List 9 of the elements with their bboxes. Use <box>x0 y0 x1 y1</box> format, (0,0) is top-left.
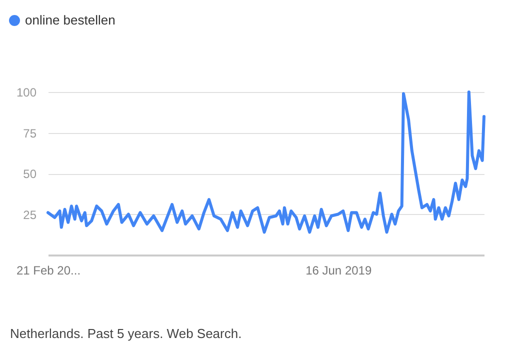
text: Netherlands. Past 5 years. Web Search. <box>10 326 242 341</box>
y-tick-label: 75 <box>23 126 37 140</box>
line-series <box>46 90 486 234</box>
legend-label: online bestellen <box>25 12 116 28</box>
y-tick-label: 100 <box>16 86 37 100</box>
y-tick-label: 50 <box>23 167 37 181</box>
y-tick-label: 25 <box>23 208 37 222</box>
x-tick-label: 21 Feb 20... <box>16 264 81 278</box>
x-tick-label: 16 Jun 2019 <box>306 264 372 278</box>
